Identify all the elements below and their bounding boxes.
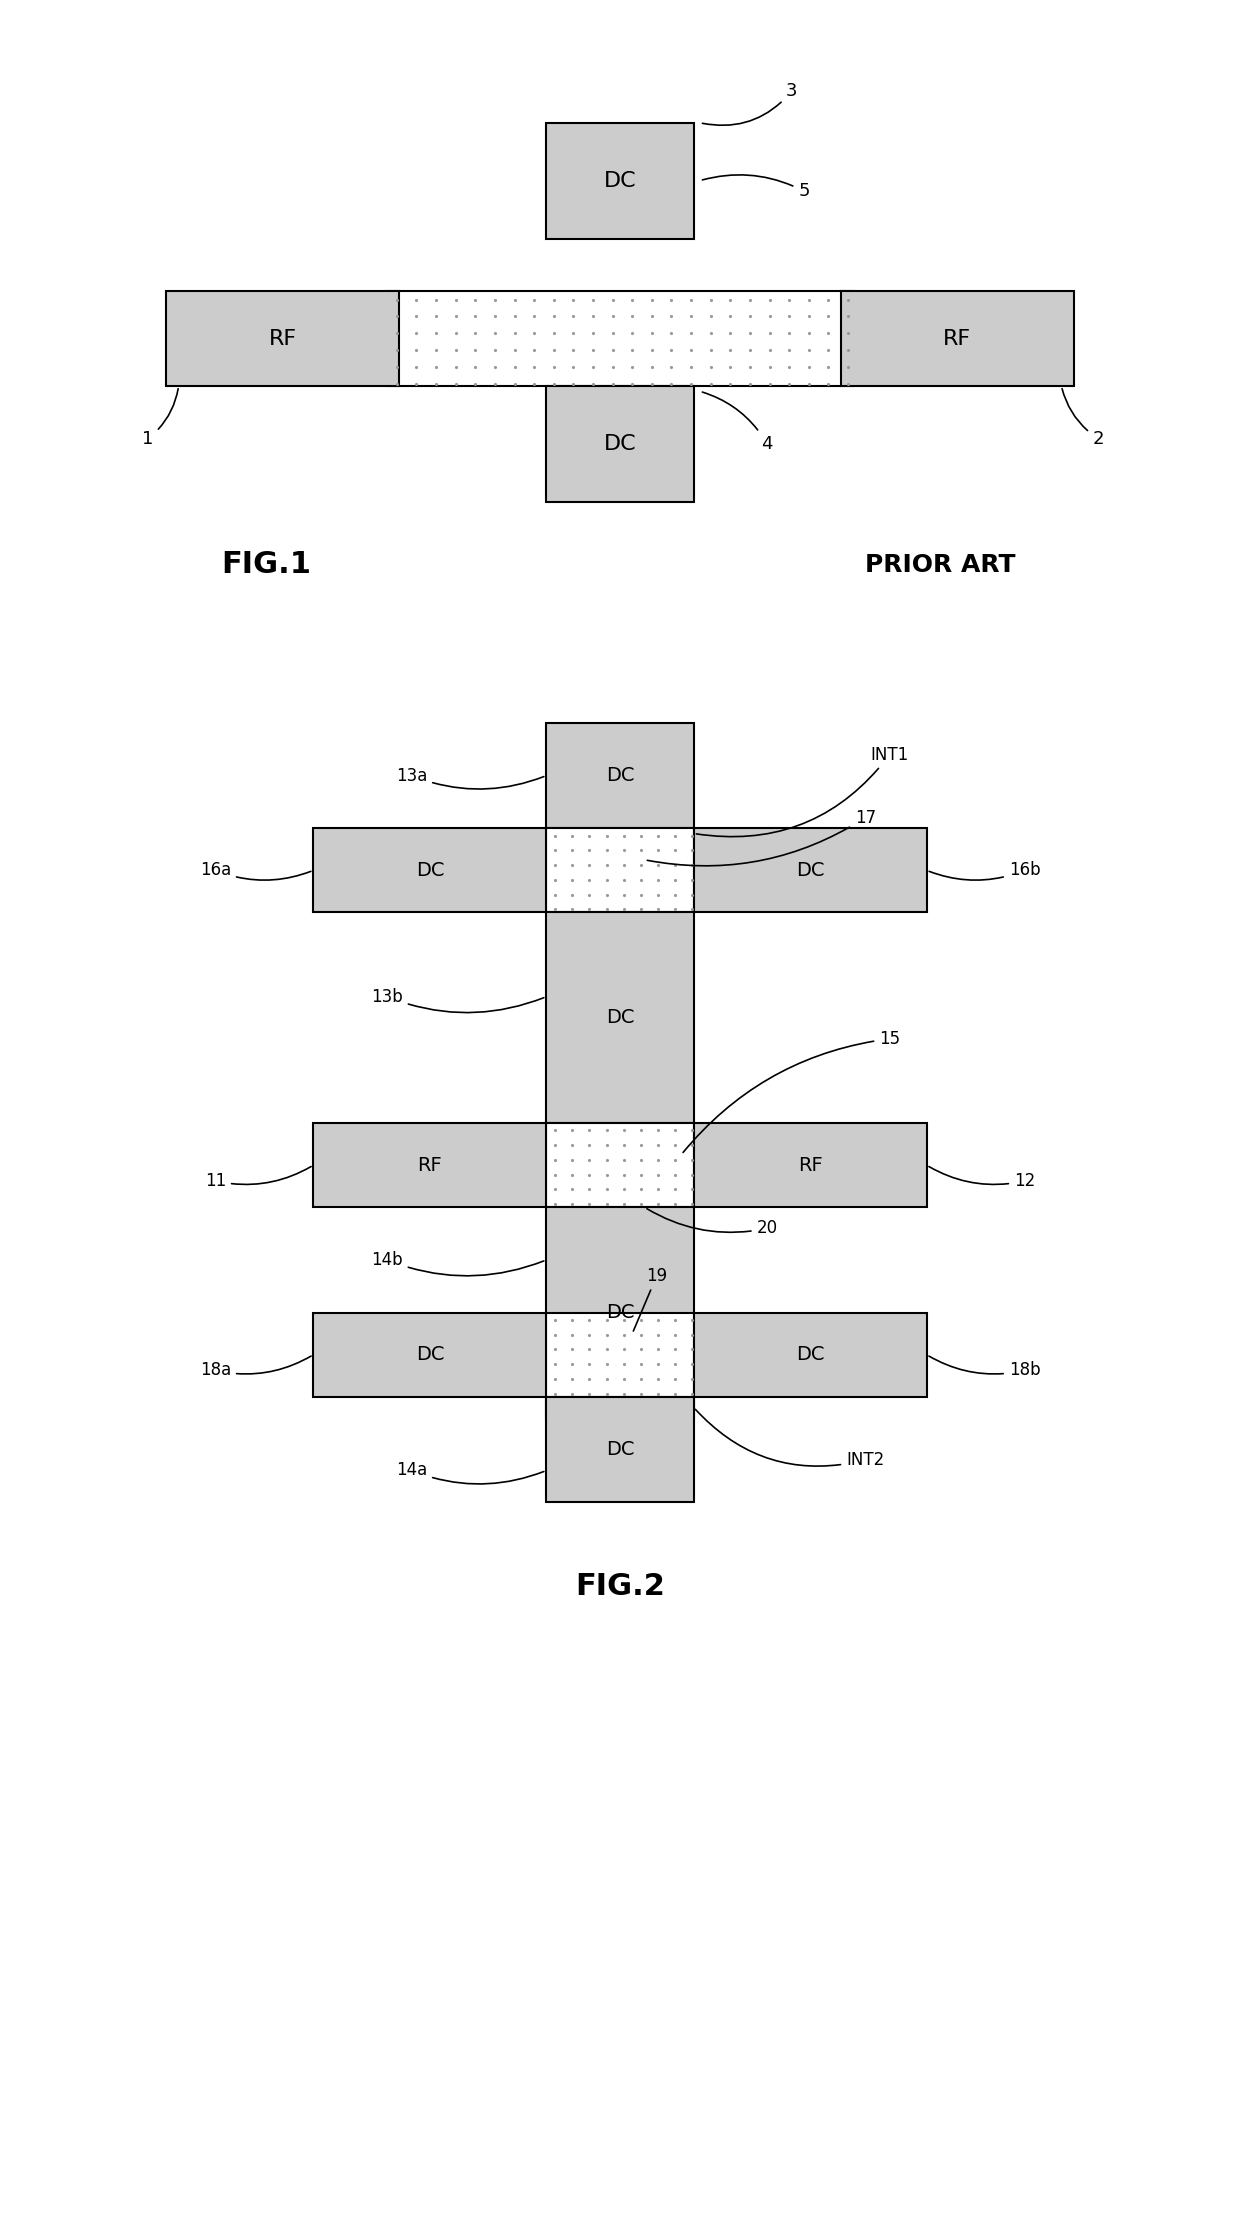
Text: 18b: 18b <box>929 1355 1040 1380</box>
Text: INT2: INT2 <box>696 1408 884 1468</box>
Text: 20: 20 <box>647 1208 777 1237</box>
Bar <box>547 1313 693 1397</box>
Text: DC: DC <box>606 1440 634 1460</box>
Bar <box>547 828 693 912</box>
Bar <box>693 1124 926 1208</box>
Text: RF: RF <box>797 1155 822 1175</box>
Text: 14a: 14a <box>396 1462 544 1484</box>
Text: 15: 15 <box>683 1030 900 1153</box>
Text: RF: RF <box>269 329 296 349</box>
Bar <box>547 912 693 1124</box>
Text: 11: 11 <box>205 1166 311 1190</box>
Text: 5: 5 <box>702 176 810 200</box>
Bar <box>547 723 693 828</box>
Text: DC: DC <box>604 171 636 191</box>
Bar <box>387 291 853 385</box>
Text: 13a: 13a <box>396 768 544 790</box>
Text: DC: DC <box>606 1008 634 1028</box>
Text: DC: DC <box>796 861 825 879</box>
Text: DC: DC <box>415 861 444 879</box>
Text: 1: 1 <box>143 389 179 447</box>
Text: 12: 12 <box>929 1166 1035 1190</box>
Text: RF: RF <box>944 329 971 349</box>
Bar <box>314 1124 547 1208</box>
Text: 14b: 14b <box>371 1250 544 1275</box>
Bar <box>314 1313 547 1397</box>
Bar <box>547 1397 693 1502</box>
Text: FIG.1: FIG.1 <box>222 550 311 579</box>
Bar <box>166 291 399 385</box>
Text: 19: 19 <box>634 1266 667 1331</box>
Bar <box>693 1313 926 1397</box>
Text: DC: DC <box>796 1346 825 1364</box>
Bar <box>314 828 547 912</box>
Text: 17: 17 <box>647 808 875 866</box>
Text: 3: 3 <box>702 82 797 125</box>
Text: DC: DC <box>606 1304 634 1322</box>
Text: FIG.2: FIG.2 <box>575 1571 665 1600</box>
Text: 13b: 13b <box>371 988 544 1012</box>
Text: 16b: 16b <box>929 861 1040 881</box>
Text: DC: DC <box>606 765 634 785</box>
Text: INT1: INT1 <box>697 745 909 837</box>
Bar <box>547 385 693 503</box>
Text: DC: DC <box>415 1346 444 1364</box>
Text: PRIOR ART: PRIOR ART <box>866 554 1016 576</box>
Bar <box>693 828 926 912</box>
Bar <box>547 1124 693 1208</box>
Bar <box>547 122 693 238</box>
Bar <box>841 291 1074 385</box>
Text: 4: 4 <box>702 392 773 454</box>
Text: 2: 2 <box>1063 389 1104 447</box>
Bar <box>547 1208 693 1417</box>
Text: DC: DC <box>604 434 636 454</box>
Text: 16a: 16a <box>200 861 311 881</box>
Text: RF: RF <box>418 1155 443 1175</box>
Text: 18a: 18a <box>200 1355 311 1380</box>
